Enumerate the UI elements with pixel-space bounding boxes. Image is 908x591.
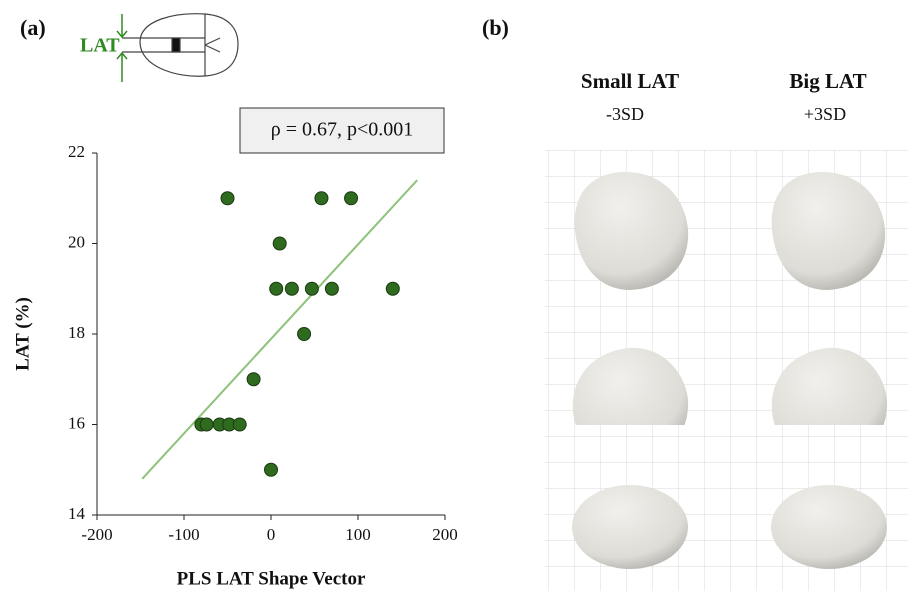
column-subtitle: -3SD: [606, 104, 644, 124]
column-title: Big LAT: [789, 69, 866, 93]
point: [324, 281, 339, 296]
point: [246, 372, 261, 387]
x-tick-label: 200: [432, 525, 458, 544]
panel-label: (a): [20, 15, 46, 40]
y-tick-label: 22: [68, 142, 85, 161]
trend-line: [141, 179, 418, 480]
point: [199, 417, 214, 432]
x-tick-label: -100: [168, 525, 199, 544]
point: [264, 462, 278, 477]
point: [385, 281, 400, 296]
column-subtitle: +3SD: [804, 104, 846, 124]
annotation-box: [239, 107, 445, 154]
y-tick-label: 20: [68, 232, 85, 251]
point: [297, 327, 312, 341]
lat-diagram: [116, 13, 239, 82]
y-tick-label: 14: [68, 504, 86, 523]
y-tick-label: 18: [68, 323, 85, 342]
point: [314, 191, 329, 206]
column-title: Small LAT: [581, 69, 679, 93]
shape-renders: [572, 172, 888, 569]
x-axis-label: PLS LAT Shape Vector: [177, 568, 366, 589]
point: [272, 236, 287, 251]
panel-label: (b): [482, 15, 509, 40]
annotation: ρ = 0.67, p<0.001: [271, 119, 414, 141]
diagram-label: LAT: [80, 35, 120, 57]
point: [232, 417, 247, 432]
point: [220, 191, 235, 206]
point: [269, 281, 284, 296]
point: [284, 281, 299, 296]
x-tick-label: 100: [345, 525, 371, 544]
point: [304, 281, 319, 296]
x-tick-label: -200: [81, 525, 112, 544]
y-axis-label: LAT (%): [12, 297, 33, 371]
x-tick-label: 0: [267, 525, 276, 544]
y-tick-label: 16: [68, 413, 85, 432]
point: [344, 191, 359, 206]
